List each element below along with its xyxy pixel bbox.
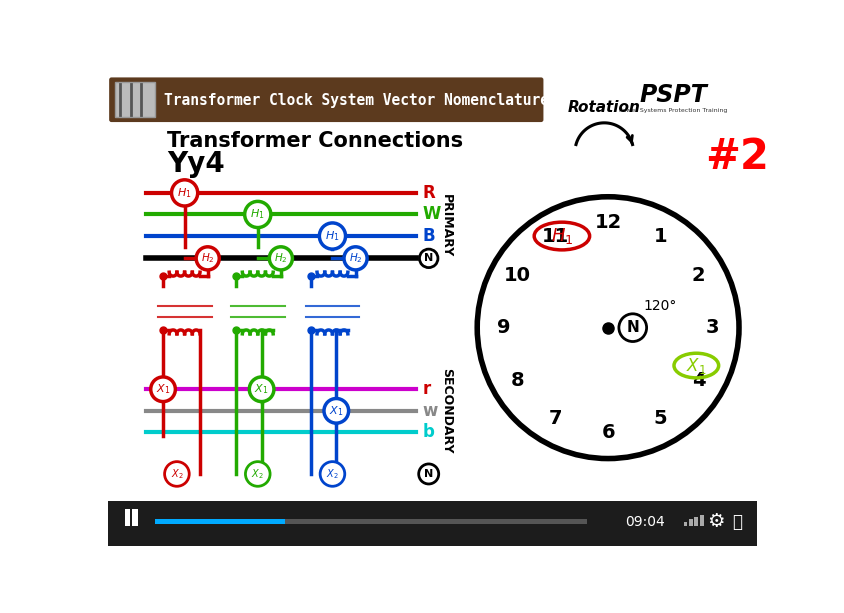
Bar bbox=[700, 515, 704, 525]
Text: B: B bbox=[423, 227, 436, 245]
Bar bbox=[684, 522, 687, 525]
Bar bbox=[108, 501, 758, 546]
Text: 8: 8 bbox=[511, 370, 524, 389]
Text: ⚙: ⚙ bbox=[707, 512, 725, 531]
Text: $X_1$: $X_1$ bbox=[254, 383, 268, 396]
Text: $H_1$: $H_1$ bbox=[550, 226, 573, 246]
Bar bbox=[125, 509, 130, 525]
Text: Power Systems Protection Training: Power Systems Protection Training bbox=[619, 108, 728, 113]
Circle shape bbox=[269, 247, 292, 270]
Circle shape bbox=[165, 462, 189, 486]
FancyBboxPatch shape bbox=[109, 77, 544, 122]
Text: $H_1$: $H_1$ bbox=[251, 208, 265, 221]
Text: 7: 7 bbox=[549, 409, 562, 428]
Circle shape bbox=[477, 197, 739, 459]
Circle shape bbox=[196, 247, 219, 270]
Bar bbox=[689, 519, 693, 525]
Circle shape bbox=[419, 464, 439, 484]
Circle shape bbox=[246, 462, 270, 486]
Circle shape bbox=[171, 180, 197, 206]
Text: Transformer Connections: Transformer Connections bbox=[167, 131, 463, 151]
Text: 9: 9 bbox=[496, 318, 510, 337]
Text: PRIMARY: PRIMARY bbox=[440, 194, 453, 257]
Text: ⛶: ⛶ bbox=[733, 512, 743, 531]
Text: 10: 10 bbox=[504, 266, 531, 285]
Text: $X_2$: $X_2$ bbox=[170, 467, 183, 481]
Circle shape bbox=[319, 223, 345, 249]
Text: 09:04: 09:04 bbox=[625, 515, 665, 528]
Text: N: N bbox=[626, 320, 639, 335]
Text: 1: 1 bbox=[653, 227, 668, 246]
Text: $X_1$: $X_1$ bbox=[329, 404, 344, 417]
Text: w: w bbox=[423, 402, 438, 420]
Circle shape bbox=[419, 249, 438, 268]
Text: $X_1$: $X_1$ bbox=[156, 383, 170, 396]
Text: SECONDARY: SECONDARY bbox=[440, 368, 453, 454]
Text: 4: 4 bbox=[692, 370, 706, 389]
Bar bbox=[695, 517, 698, 525]
Text: Yy4: Yy4 bbox=[168, 150, 225, 178]
Text: $H_2$: $H_2$ bbox=[274, 251, 288, 265]
Bar bbox=[133, 509, 138, 525]
Text: $X_2$: $X_2$ bbox=[252, 467, 264, 481]
Text: 2: 2 bbox=[692, 266, 706, 285]
Text: $X_2$: $X_2$ bbox=[326, 467, 338, 481]
Text: Transformer Clock System Vector Nomenclature: Transformer Clock System Vector Nomencla… bbox=[164, 93, 549, 108]
Text: Rotation: Rotation bbox=[568, 100, 641, 115]
Text: r: r bbox=[423, 380, 430, 398]
Circle shape bbox=[320, 462, 344, 486]
Text: PSPT: PSPT bbox=[640, 83, 707, 107]
Text: #2: #2 bbox=[706, 135, 770, 178]
Text: b: b bbox=[423, 424, 435, 441]
Circle shape bbox=[245, 202, 271, 227]
Circle shape bbox=[151, 377, 176, 402]
Text: 12: 12 bbox=[594, 213, 622, 232]
Text: $X_1$: $X_1$ bbox=[686, 356, 706, 376]
Text: 6: 6 bbox=[601, 423, 615, 442]
Circle shape bbox=[324, 398, 349, 423]
Circle shape bbox=[619, 314, 647, 341]
Text: 3: 3 bbox=[706, 318, 720, 337]
Circle shape bbox=[249, 377, 274, 402]
Text: $H_1$: $H_1$ bbox=[177, 186, 192, 200]
Text: $H_1$: $H_1$ bbox=[325, 229, 340, 243]
Text: W: W bbox=[423, 205, 441, 224]
Text: N: N bbox=[424, 469, 433, 479]
Text: 5: 5 bbox=[653, 409, 668, 428]
Circle shape bbox=[344, 247, 367, 270]
Text: 11: 11 bbox=[542, 227, 570, 246]
Text: $H_2$: $H_2$ bbox=[201, 251, 214, 265]
Text: R: R bbox=[423, 184, 436, 202]
Bar bbox=[116, 82, 155, 118]
Text: $H_2$: $H_2$ bbox=[349, 251, 362, 265]
Bar bbox=[155, 519, 587, 524]
Text: N: N bbox=[424, 253, 433, 264]
Text: 120°: 120° bbox=[644, 299, 677, 313]
Bar bbox=[155, 519, 284, 524]
